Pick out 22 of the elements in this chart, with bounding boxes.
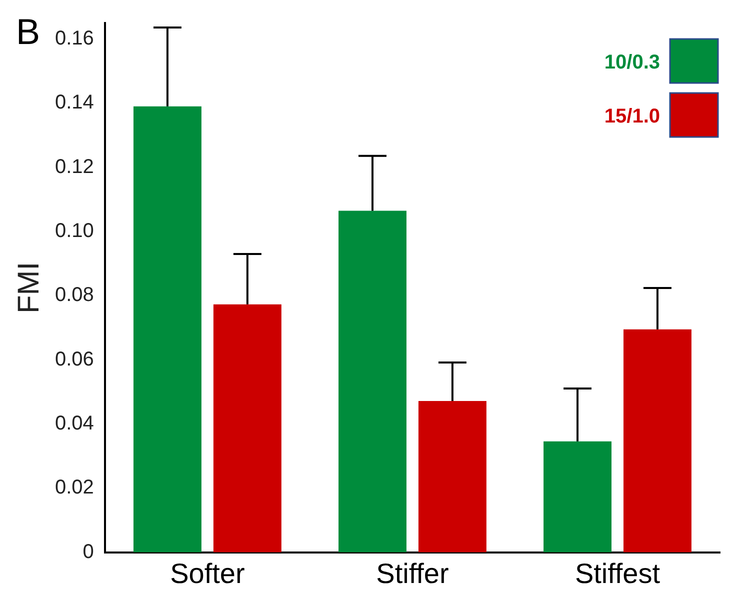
bar <box>338 210 406 552</box>
legend-label: 10/0.3 <box>604 52 660 74</box>
y-tick-label: 0.08 <box>54 284 94 306</box>
y-tick-label: 0.14 <box>54 92 94 114</box>
y-tick-label: 0.12 <box>54 156 94 178</box>
x-tick-label: Stiffest <box>574 558 660 589</box>
y-tick-label: 0 <box>82 540 94 563</box>
bar <box>544 441 612 552</box>
bar <box>133 106 202 552</box>
x-tick-label: Stiffer <box>376 558 449 589</box>
y-tick-label: 0.10 <box>54 220 94 242</box>
bar <box>418 400 486 552</box>
bar <box>213 304 282 552</box>
y-tick-label: 0.16 <box>54 28 94 50</box>
text: B <box>16 10 40 52</box>
bar <box>623 329 692 552</box>
y-tick-label: 0.02 <box>54 476 94 499</box>
y-axis-title: FMI <box>12 262 46 314</box>
x-tick-label: Softer <box>170 558 245 589</box>
y-tick-label: 0.04 <box>54 412 94 435</box>
legend-label: 15/1.0 <box>604 106 660 128</box>
y-tick-label: 0.06 <box>54 348 94 370</box>
